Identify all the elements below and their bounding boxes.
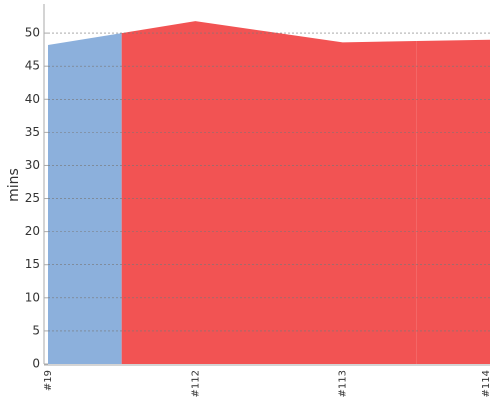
area-segment: [269, 31, 417, 364]
y-tick-label: 50: [25, 26, 40, 40]
y-tick-label: 40: [25, 92, 40, 106]
y-axis-label: mins: [6, 168, 22, 202]
y-tick-label: 20: [25, 224, 40, 238]
x-tick-label: #112: [190, 370, 201, 397]
y-tick-label: 30: [25, 158, 40, 172]
x-tick-label: #113: [338, 370, 349, 397]
y-tick-label: 15: [25, 257, 40, 271]
y-tick-label: 5: [32, 323, 40, 337]
y-tick-label: 10: [25, 290, 40, 304]
x-tick-label: #114: [481, 370, 492, 397]
area-segment: [121, 21, 270, 364]
y-tick-label: 25: [25, 191, 40, 205]
y-tick-label: 0: [32, 357, 40, 371]
y-tick-label: 35: [25, 125, 40, 139]
y-tick-label: 45: [25, 59, 40, 73]
area-segment: [416, 39, 490, 364]
x-tick-label: #19: [43, 370, 54, 391]
